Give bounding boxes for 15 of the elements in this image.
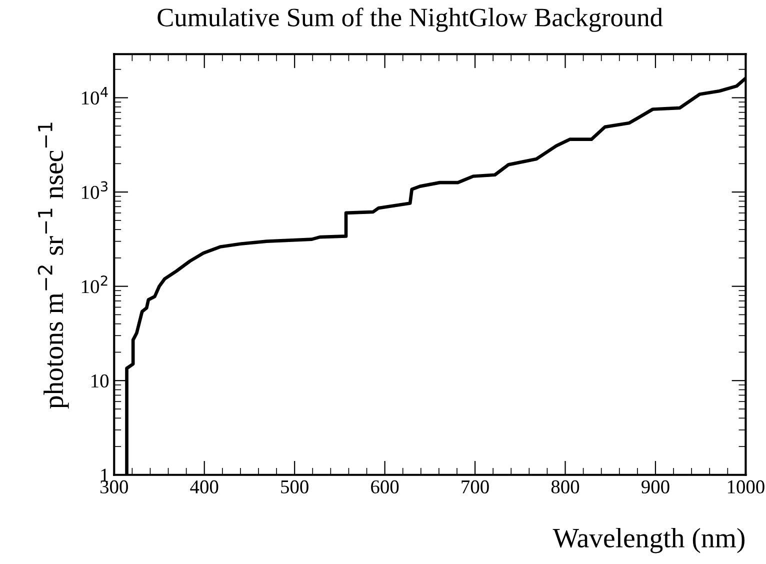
- x-tick-label: 500: [281, 480, 308, 494]
- y-tick-label: 10$^{2}$: [82, 275, 108, 294]
- chart-title: Cumulative Sum of the NightGlow Background: [158, 8, 663, 32]
- x-tick-label: 800: [551, 480, 580, 494]
- y-tick-label: 10$^{3}$: [82, 181, 108, 199]
- y-axis-title: photons m$^{−2}$ sr$^{−1}$ nsec$^{−1}$: [38, 122, 69, 409]
- x-tick-label: 400: [190, 480, 218, 494]
- x-tick-label: 600: [371, 480, 399, 494]
- x-axis-title: Wavelength (nm): [552, 528, 744, 554]
- x-tick-label: 300: [100, 480, 128, 494]
- x-tick-label: 900: [642, 480, 670, 494]
- x-tick-label: 1000: [728, 480, 764, 494]
- y-tick-label: 10: [92, 374, 109, 388]
- y-tick-label: 10$^{4}$: [82, 87, 108, 105]
- x-tick-label: 700: [462, 480, 489, 494]
